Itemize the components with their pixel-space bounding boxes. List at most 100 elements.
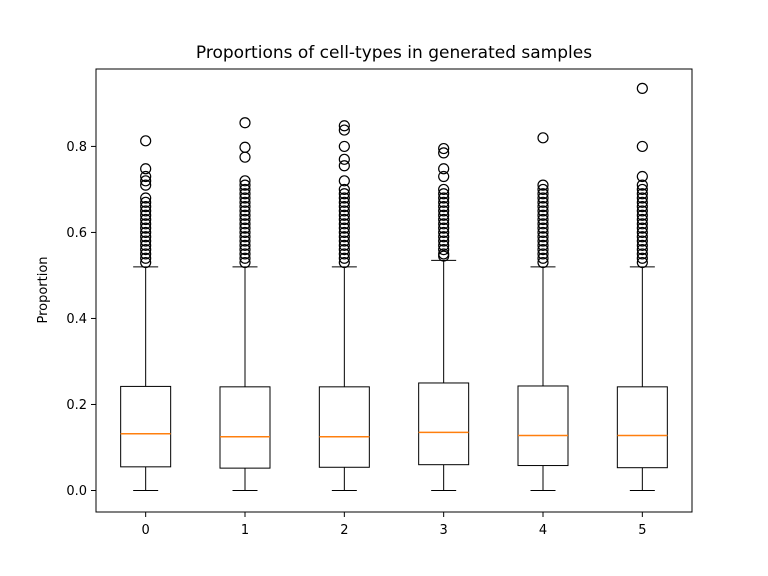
outlier-point (537, 218, 549, 230)
x-tick-label: 1 (241, 523, 249, 538)
box-iqr (120, 385, 172, 468)
outlier-point (140, 163, 152, 175)
outlier-point (338, 188, 350, 200)
outlier-point (537, 132, 549, 144)
outlier-point (140, 196, 152, 208)
outlier-point (438, 196, 450, 208)
outlier-point (537, 222, 549, 234)
outlier-point (438, 222, 450, 234)
outlier-point (636, 235, 648, 247)
outlier-point (140, 239, 152, 251)
outlier-point (636, 188, 648, 200)
outlier-point (636, 196, 648, 208)
outlier-point (140, 170, 152, 183)
box-iqr (219, 386, 271, 469)
outlier-point (636, 140, 648, 153)
outlier-point (239, 141, 251, 153)
x-tick-label: 5 (638, 523, 646, 538)
outlier-point (636, 222, 648, 234)
outlier-point (537, 179, 549, 191)
outlier-point (438, 163, 450, 175)
outlier-point (140, 222, 152, 234)
outlier-point (140, 248, 152, 260)
box-iqr (418, 382, 470, 466)
outlier-point (338, 239, 350, 251)
outlier-point (239, 175, 251, 187)
outlier-point (636, 209, 648, 221)
outlier-point (338, 192, 350, 204)
outlier-point (338, 213, 350, 226)
outlier-point (537, 231, 549, 243)
outlier-point (438, 205, 450, 217)
outlier-point (636, 179, 648, 191)
outlier-point (140, 209, 152, 221)
outlier-point (338, 183, 350, 196)
outlier-point (338, 201, 350, 213)
x-tick-label: 2 (340, 523, 348, 538)
outlier-point (537, 252, 549, 264)
outlier-point (636, 183, 648, 196)
outlier-point (338, 222, 350, 234)
outlier-point (537, 244, 549, 256)
outlier-point (140, 192, 152, 204)
outlier-point (338, 235, 350, 247)
outlier-point (239, 222, 251, 234)
outlier-point (239, 256, 251, 269)
outlier-point (338, 209, 350, 221)
outlier-point (537, 188, 549, 200)
outlier-point (636, 226, 648, 239)
outlier-point (438, 201, 450, 213)
outlier-point (239, 209, 251, 221)
x-tick-label: 4 (539, 523, 547, 538)
outlier-point (338, 248, 350, 260)
outlier-point (438, 239, 450, 251)
outlier-point (537, 256, 549, 269)
outlier-point (438, 192, 450, 204)
outlier-point (239, 248, 251, 260)
outlier-point (636, 256, 648, 269)
outlier-point (636, 201, 648, 213)
outlier-point (338, 175, 350, 187)
outlier-point (338, 140, 350, 153)
outlier-point (239, 244, 251, 256)
outlier-point (140, 135, 152, 147)
outlier-point (438, 226, 450, 239)
outlier-point (338, 226, 350, 239)
outlier-point (338, 124, 350, 136)
outlier-point (636, 248, 648, 260)
outlier-point (338, 218, 350, 230)
outlier-point (140, 218, 152, 230)
y-axis-label: Proportion (36, 256, 51, 323)
x-tick-label: 0 (142, 523, 150, 538)
outlier-point (636, 231, 648, 243)
outlier-point (239, 213, 251, 226)
outlier-point (239, 192, 251, 204)
outlier-point (636, 82, 648, 94)
outlier-point (140, 256, 152, 269)
outlier-point (239, 235, 251, 247)
outlier-point (537, 248, 549, 260)
outlier-point (537, 213, 549, 226)
outlier-point (239, 188, 251, 200)
outlier-point (438, 244, 450, 256)
outlier-point (537, 209, 549, 221)
outlier-point (636, 213, 648, 226)
box-iqr (318, 386, 370, 468)
box-iqr (616, 386, 668, 469)
outlier-point (338, 252, 350, 264)
outlier-point (438, 142, 450, 155)
outlier-point (537, 183, 549, 196)
outlier-point (636, 239, 648, 251)
y-tick-label: 0.4 (66, 312, 87, 327)
outlier-point (338, 160, 350, 172)
outlier-point (438, 213, 450, 226)
outlier-point (636, 192, 648, 204)
plot-area: 0.0 0.2 0.4 0.6 0.8 0 1 2 3 4 5 (66, 82, 668, 538)
outlier-point (239, 179, 251, 191)
outlier-point (239, 151, 251, 163)
x-tick-label: 3 (440, 523, 448, 538)
outlier-point (636, 170, 648, 183)
plot-frame (95, 68, 693, 513)
outlier-point (239, 231, 251, 243)
outlier-point (239, 205, 251, 217)
